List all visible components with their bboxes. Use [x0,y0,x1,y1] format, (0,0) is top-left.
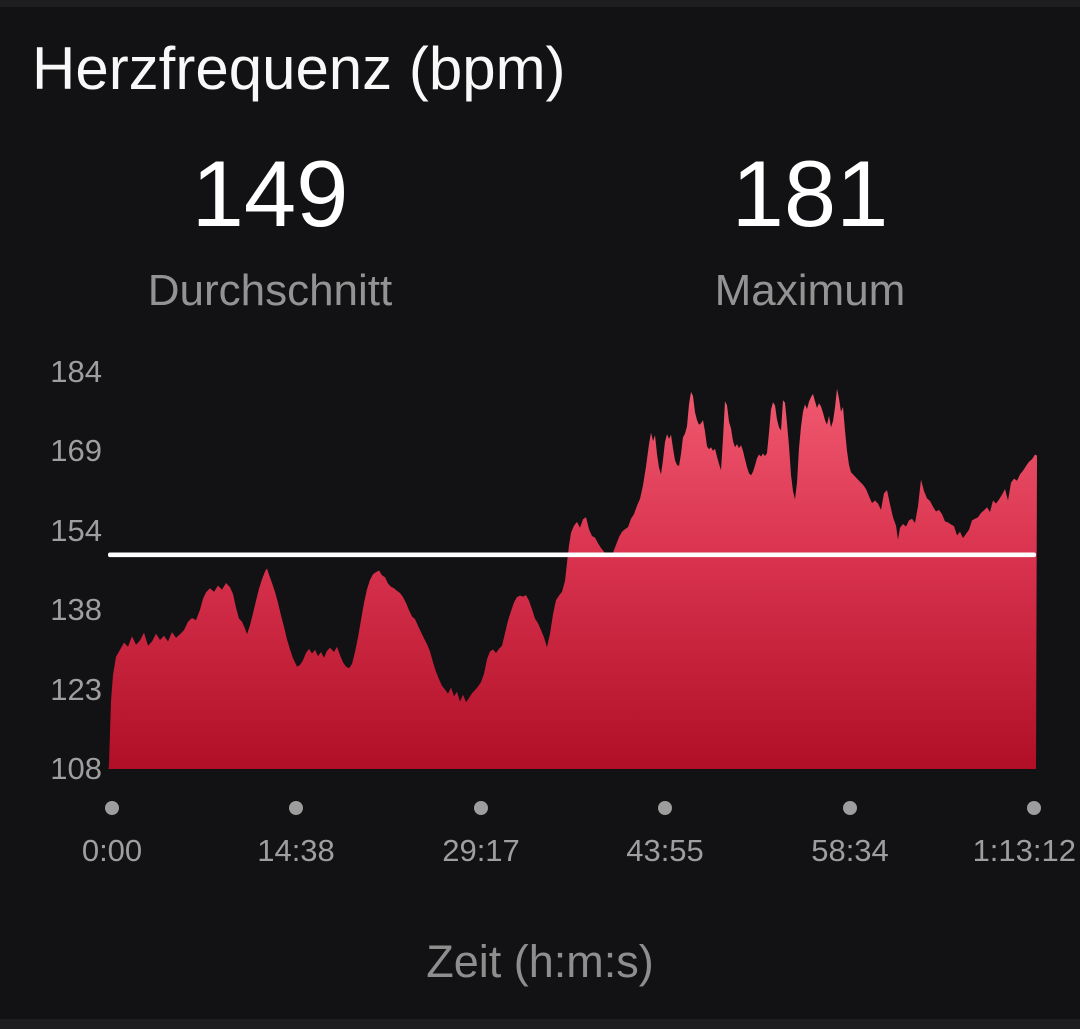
y-axis-tick-label: 184 [50,354,102,389]
stat-maximum: 181 Maximum [540,146,1080,314]
x-axis-tick-dot [1027,801,1041,815]
top-card-divider [0,0,1080,7]
stat-average: 149 Durchschnitt [0,146,540,314]
maximum-label: Maximum [714,266,906,315]
x-axis-tick-dot [105,801,119,815]
bottom-card-divider [0,1019,1080,1029]
x-axis-tick-label: 14:38 [257,833,335,868]
y-axis-tick-label: 138 [50,592,102,627]
maximum-value: 181 [731,141,889,246]
y-axis-tick-label: 169 [50,433,102,468]
average-line [108,552,1036,558]
x-axis-tick-label: 43:55 [626,833,704,868]
x-axis-tick-label: 0:00 [81,833,143,868]
x-axis-tick-label: 1:13:12 [972,833,1076,868]
x-axis-tick-label: 58:34 [811,833,889,868]
x-axis-tick-dot [658,801,672,815]
y-axis-tick-label: 123 [50,672,102,707]
y-axis-tick-label: 108 [50,751,102,786]
x-axis-tick-dot [474,801,488,815]
x-axis-tick-dot [843,801,857,815]
y-axis-tick-label: 154 [50,513,102,548]
stats-row: 149 Durchschnitt 181 Maximum [0,146,1080,314]
x-axis-tick-label: 29:17 [442,833,520,868]
x-axis-title: Zeit (h:m:s) [426,936,654,987]
chart-title: Herzfrequenz (bpm) [32,35,566,102]
average-value: 149 [191,141,349,246]
average-label: Durchschnitt [147,266,393,315]
x-axis-tick-dot [289,801,303,815]
heart-rate-area [108,388,1037,769]
